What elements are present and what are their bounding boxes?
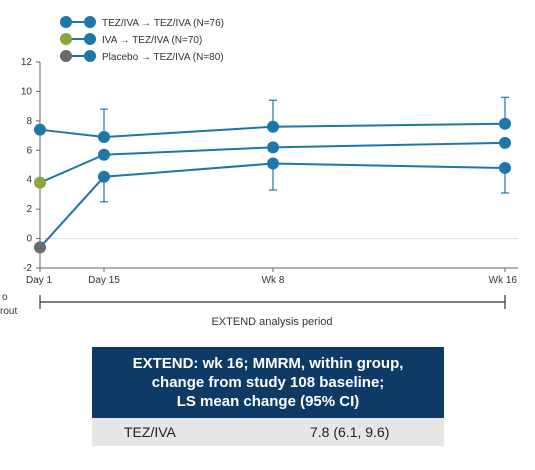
data-point: [98, 148, 110, 161]
legend-marker: [60, 50, 72, 62]
y-tick-label: 10: [21, 86, 33, 97]
data-point: [499, 117, 511, 130]
y-tick-label: 8: [26, 116, 32, 127]
y-tick-label: -2: [23, 263, 32, 274]
x-tick-label: Day 1: [26, 275, 53, 286]
data-point: [34, 123, 46, 136]
data-point: [34, 241, 46, 254]
data-point: [267, 141, 279, 154]
result-header-line: EXTEND: wk 16; MMRM, within group,: [132, 355, 404, 372]
y-tick-label: 12: [21, 57, 33, 68]
y-tick-label: 0: [26, 234, 32, 245]
series-line: [34, 96, 511, 144]
result-header-line: LS mean change (95% CI): [176, 393, 360, 410]
result-row-value: 7.8 (6.1, 9.6): [310, 424, 390, 440]
legend-label: IVA → TEZ/IVA (N=70): [102, 35, 202, 46]
legend-marker: [60, 33, 72, 45]
legend-label: Placebo → TEZ/IVA (N=80): [102, 52, 224, 63]
chart-legend: TEZ/IVA → TEZ/IVA (N=76) IVA → TEZ/IVA (N…: [60, 16, 224, 63]
y-tick-label: 6: [26, 145, 32, 156]
left-fragment-label: o: [2, 292, 8, 303]
data-point: [267, 120, 279, 133]
chart-axes: -2 0 2 4 6 8 10 12 Day 1 Day 15 Wk 8 Wk 16: [21, 57, 518, 286]
x-tick-label: Wk 8: [262, 275, 285, 286]
data-point: [34, 176, 46, 189]
data-point: [98, 170, 110, 183]
result-row: TEZ/IVA 7.8 (6.1, 9.6): [92, 418, 444, 446]
chart-series: [34, 96, 511, 254]
x-tick-label: Wk 16: [489, 275, 518, 286]
x-tick-label: Day 15: [88, 275, 120, 286]
series-line: [34, 136, 511, 189]
series-line: [34, 157, 511, 254]
data-point: [98, 131, 110, 144]
y-tick-label: 2: [26, 204, 32, 215]
result-row-label: TEZ/IVA: [124, 424, 176, 440]
legend-marker: [84, 33, 96, 45]
data-point: [499, 161, 511, 174]
legend-marker: [60, 16, 72, 28]
period-band: EXTEND analysis period o rout: [0, 292, 506, 328]
result-header-line: change from study 108 baseline;: [151, 374, 385, 391]
legend-marker: [84, 16, 96, 28]
data-point: [267, 157, 279, 170]
legend-label: TEZ/IVA → TEZ/IVA (N=76): [102, 18, 224, 29]
legend-marker: [84, 50, 96, 62]
line-chart: TEZ/IVA → TEZ/IVA (N=76) IVA → TEZ/IVA (N…: [0, 16, 518, 328]
result-box: EXTEND: wk 16; MMRM, within group, chang…: [92, 347, 444, 446]
left-fragment-label: rout: [0, 306, 17, 317]
y-tick-label: 4: [26, 175, 32, 186]
series-path: [39, 162, 506, 249]
series-path: [39, 141, 506, 184]
data-point: [499, 136, 511, 149]
series-path: [39, 122, 506, 139]
result-header: EXTEND: wk 16; MMRM, within group, chang…: [92, 347, 444, 418]
period-label: EXTEND analysis period: [211, 316, 332, 328]
